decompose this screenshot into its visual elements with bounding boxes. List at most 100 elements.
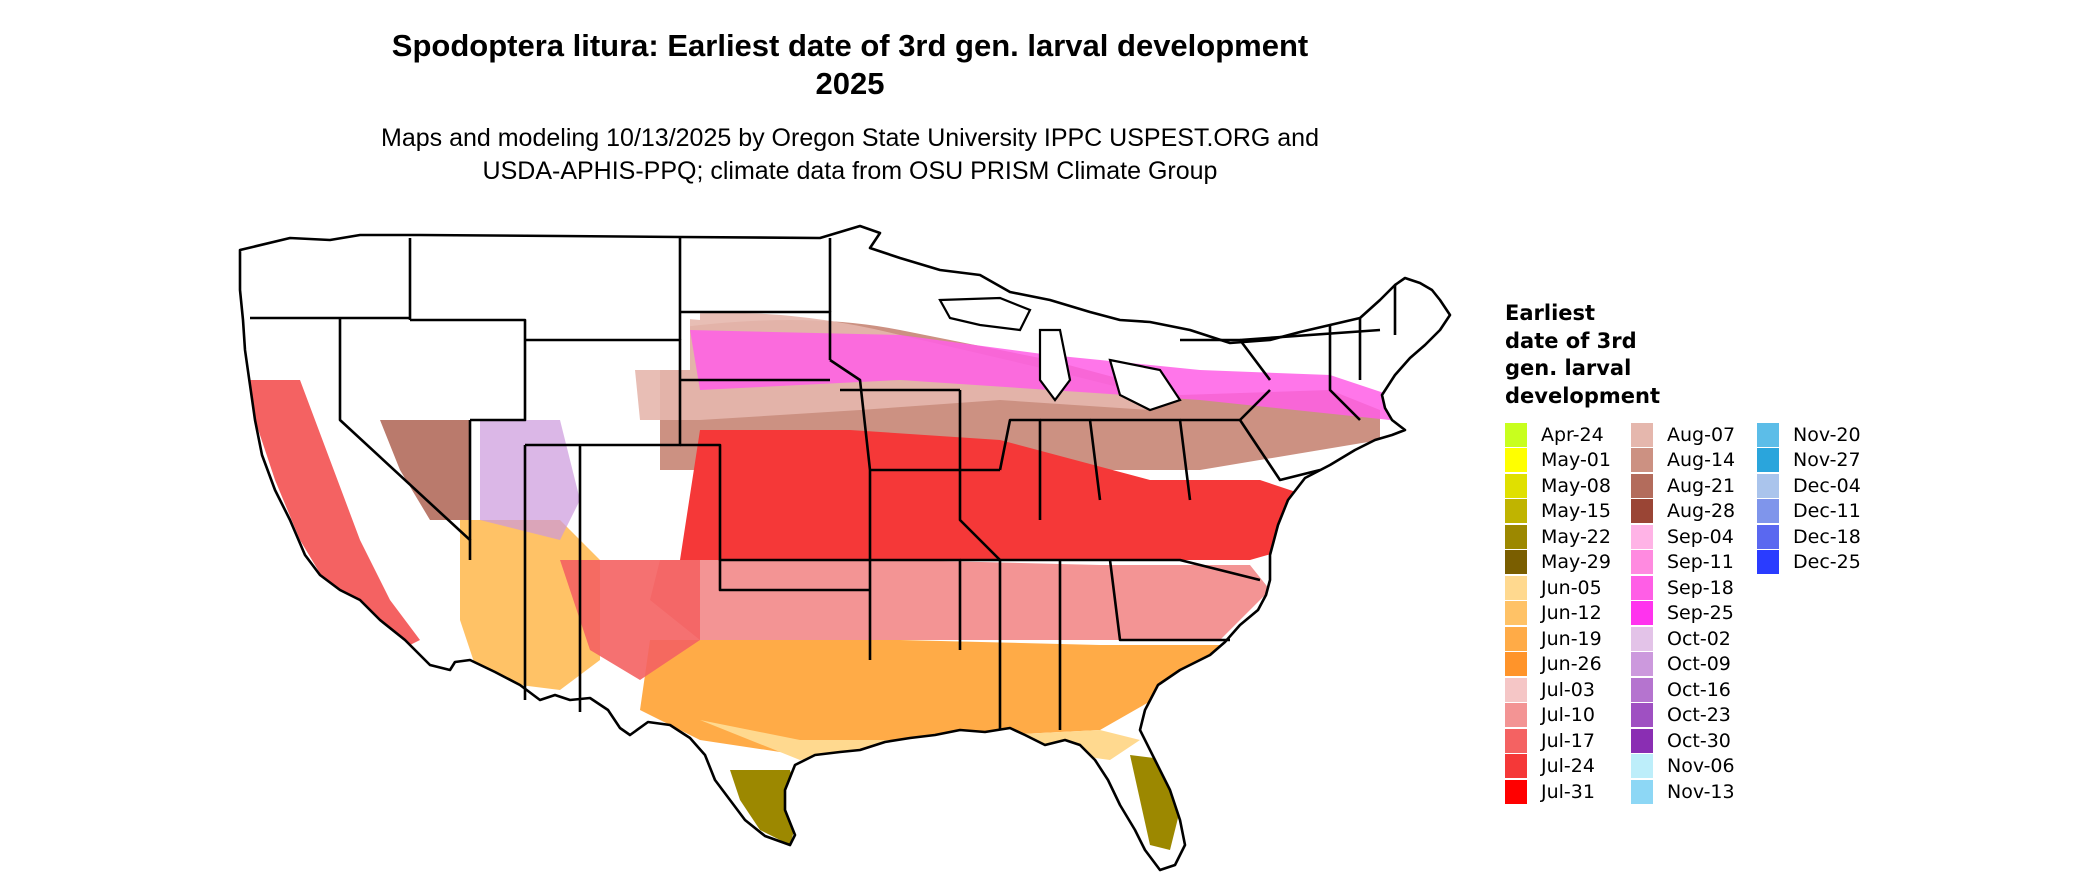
map-subtitle-line1: Maps and modeling 10/13/2025 by Oregon S… xyxy=(381,124,1319,152)
legend-swatch xyxy=(1505,626,1527,651)
legend-swatch xyxy=(1505,754,1527,779)
legend-swatch xyxy=(1505,473,1527,498)
legend-swatch xyxy=(1505,728,1527,753)
legend-label: Dec-25 xyxy=(1793,551,1861,574)
legend-item: Oct-09 xyxy=(1631,652,1731,678)
legend-label: Jul-17 xyxy=(1541,729,1595,752)
legend-swatch xyxy=(1631,422,1653,447)
legend-item: May-01 xyxy=(1505,448,1611,474)
lakes xyxy=(938,296,1182,412)
legend-item: Dec-11 xyxy=(1757,499,1861,525)
legend-label: Jun-05 xyxy=(1541,576,1602,599)
legend-swatch xyxy=(1505,677,1527,702)
legend-swatch xyxy=(1631,575,1653,600)
legend-label: May-08 xyxy=(1541,474,1611,497)
legend-title-line2: date of 3rd xyxy=(1505,328,1637,353)
legend-swatch xyxy=(1505,499,1527,524)
legend-swatch xyxy=(1631,626,1653,651)
legend-item: Jul-03 xyxy=(1505,677,1595,703)
legend-swatch xyxy=(1631,550,1653,575)
legend-label: Oct-23 xyxy=(1667,704,1731,727)
legend-swatch xyxy=(1631,754,1653,779)
legend-swatch xyxy=(1631,703,1653,728)
legend-label: Oct-30 xyxy=(1667,729,1731,752)
lake-huron xyxy=(1108,358,1182,412)
legend-swatch xyxy=(1631,448,1653,473)
legend-swatch xyxy=(1631,779,1653,804)
legend-swatch xyxy=(1505,779,1527,804)
legend-item: Sep-25 xyxy=(1631,601,1734,627)
legend-label: Nov-13 xyxy=(1667,780,1735,803)
legend-item: Apr-24 xyxy=(1505,422,1604,448)
legend-item: Oct-16 xyxy=(1631,677,1731,703)
legend-item: Dec-18 xyxy=(1757,524,1861,550)
legend-label: Jun-26 xyxy=(1541,653,1602,676)
legend-swatch xyxy=(1505,652,1527,677)
legend-swatch xyxy=(1757,499,1779,524)
legend-label: May-15 xyxy=(1541,500,1611,523)
legend-item: Jun-19 xyxy=(1505,626,1602,652)
legend-item: Jul-17 xyxy=(1505,728,1595,754)
legend-entries: Apr-24 May-01 May-08 May-15 May-22 May-29 Jun-… xyxy=(1505,422,1925,842)
legend-swatch xyxy=(1505,575,1527,600)
legend-title-line3: gen. larval xyxy=(1505,356,1632,380)
legend-swatch xyxy=(1757,448,1779,473)
legend-title: Earliest date of 3rd gen. larval develop… xyxy=(1505,300,1705,410)
legend-label: Sep-18 xyxy=(1667,576,1734,599)
legend-label: Sep-11 xyxy=(1667,551,1734,574)
legend-label: Sep-25 xyxy=(1667,602,1734,625)
legend-item: Oct-30 xyxy=(1631,728,1731,754)
legend-label: Jul-31 xyxy=(1541,780,1595,803)
legend-label: Oct-02 xyxy=(1667,627,1731,650)
legend-label: Dec-18 xyxy=(1793,525,1861,548)
legend-label: Aug-28 xyxy=(1667,500,1736,523)
legend-label: Sep-04 xyxy=(1667,525,1734,548)
legend-label: Dec-04 xyxy=(1793,474,1861,497)
legend-swatch xyxy=(1631,677,1653,702)
legend-item: Jun-12 xyxy=(1505,601,1602,627)
legend-item: May-15 xyxy=(1505,499,1611,525)
legend-item: Jun-26 xyxy=(1505,652,1602,678)
legend-swatch xyxy=(1631,499,1653,524)
map-title-line1: Spodoptera litura: Earliest date of 3rd … xyxy=(391,28,1309,63)
legend-swatch xyxy=(1757,422,1779,447)
legend-title-line4: development xyxy=(1505,383,1660,408)
legend-item: Jun-05 xyxy=(1505,575,1602,601)
legend-item: Oct-23 xyxy=(1631,703,1731,729)
legend-item: Nov-13 xyxy=(1631,779,1735,805)
legend-title-line1: Earliest xyxy=(1505,301,1596,325)
legend-label: Jul-24 xyxy=(1541,755,1595,778)
map-subtitle-line2: USDA-APHIS-PPQ; climate data from OSU PR… xyxy=(482,157,1218,185)
legend-label: Aug-21 xyxy=(1667,474,1736,497)
legend-label: Jul-03 xyxy=(1541,678,1595,701)
legend-swatch xyxy=(1505,524,1527,549)
legend-label: May-01 xyxy=(1541,449,1611,472)
legend-item: May-22 xyxy=(1505,524,1611,550)
legend-label: Aug-14 xyxy=(1667,449,1736,472)
legend-item: Nov-27 xyxy=(1757,448,1861,474)
legend-swatch xyxy=(1505,601,1527,626)
legend-label: May-29 xyxy=(1541,551,1611,574)
legend-label: Jul-10 xyxy=(1541,704,1595,727)
legend-swatch xyxy=(1631,728,1653,753)
us-map xyxy=(238,224,1452,872)
legend-label: Nov-06 xyxy=(1667,755,1735,778)
legend-label: Oct-16 xyxy=(1667,678,1731,701)
legend-label: May-22 xyxy=(1541,525,1611,548)
legend-swatch xyxy=(1631,524,1653,549)
legend-item: Aug-28 xyxy=(1631,499,1735,525)
legend-swatch xyxy=(1505,703,1527,728)
legend-swatch xyxy=(1505,448,1527,473)
legend-item: May-29 xyxy=(1505,550,1611,576)
legend-item: Aug-07 xyxy=(1631,422,1735,448)
legend-label: Jun-19 xyxy=(1541,627,1602,650)
legend-label: Apr-24 xyxy=(1541,423,1604,446)
legend-item: Jul-31 xyxy=(1505,779,1595,805)
lake-superior xyxy=(938,296,1032,332)
map-title-line2: 2025 xyxy=(815,66,885,101)
legend-item: May-08 xyxy=(1505,473,1611,499)
state-boundaries xyxy=(238,224,1452,872)
legend-item: Nov-06 xyxy=(1631,754,1735,780)
legend-label: Nov-20 xyxy=(1793,423,1861,446)
legend-item: Jul-24 xyxy=(1505,754,1595,780)
